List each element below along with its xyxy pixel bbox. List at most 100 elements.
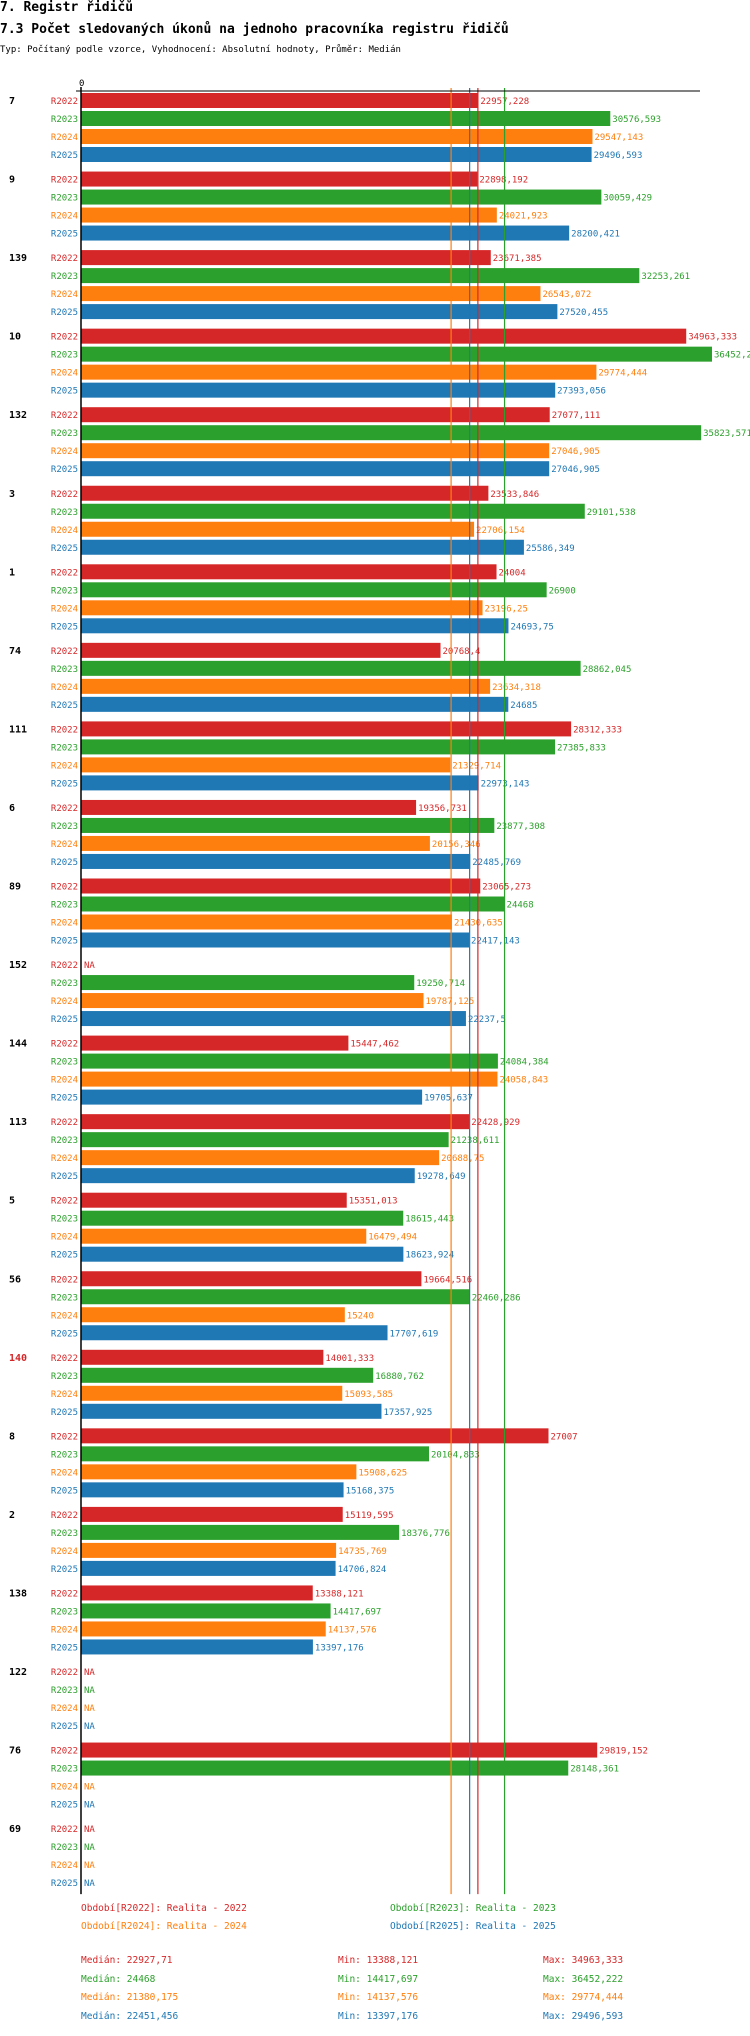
data-label: 23671,385 [493,254,542,264]
series-label: R2023 [51,1607,78,1617]
category-label: 113 [9,1117,27,1128]
data-label: 29496,593 [594,151,643,161]
category-label: 140 [9,1353,27,1364]
series-label: R2022 [51,490,78,500]
bar [81,1464,357,1480]
series-label: R2024 [51,604,78,614]
data-label: 14735,769 [338,1547,387,1557]
series-label: R2025 [51,1329,78,1339]
bar [81,582,547,598]
category-label: 9 [9,175,15,186]
legend-max: Max: 29496,593 [543,2010,624,2022]
series-label: R2024 [51,761,78,771]
series-label: R2024 [51,1547,78,1557]
data-label: 18376,776 [401,1529,450,1539]
series-label: R2025 [51,622,78,632]
bar [81,896,505,912]
legend-median: Medián: 22927,71 [81,1955,173,1966]
legend-median: Medián: 22451,456 [81,2010,179,2022]
data-label: 22428,929 [471,1118,520,1128]
data-label: 14137,576 [328,1625,377,1635]
series-label: R2024 [51,1861,78,1871]
data-label: 28200,421 [571,230,620,240]
category-label: 69 [9,1824,21,1835]
bar [81,1071,498,1087]
series-label: R2022 [51,1275,78,1285]
bar [81,600,483,616]
data-label: NA [84,1801,95,1811]
data-label: 22460,286 [472,1293,521,1303]
series-label: R2023 [51,1529,78,1539]
series-label: R2023 [51,1765,78,1775]
series-label: R2023 [51,1372,78,1382]
bar [81,618,509,634]
data-label: 15240 [347,1311,374,1321]
series-label: R2023 [51,1686,78,1696]
data-label: NA [84,1861,95,1871]
series-label: R2022 [51,1432,78,1442]
series-label: R2024 [51,1311,78,1321]
legend-period: Období[R2023]: Realita - 2023 [390,1903,556,1914]
category-label: 144 [9,1039,27,1050]
axis-zero-label: 0 [79,79,84,89]
bar [81,485,489,501]
series-label: R2024 [51,840,78,850]
series-label: R2022 [51,568,78,578]
data-label: 30576,593 [612,115,661,125]
category-label: 138 [9,1588,27,1599]
data-label: 19705,637 [424,1094,473,1104]
data-label: NA [84,961,95,971]
series-label: R2023 [51,1293,78,1303]
series-label: R2025 [51,544,78,554]
bar [81,914,452,930]
series-label: R2022 [51,1825,78,1835]
bar [81,1446,430,1462]
data-label: 14417,697 [333,1607,382,1617]
data-label: 27077,111 [552,411,601,421]
bar [81,1506,343,1522]
bar [81,286,541,302]
bar-chart: 07R202222957,228R202330576,593R202429547… [9,79,750,1895]
data-label: 27393,056 [557,387,606,397]
data-label: 24021,923 [499,212,548,222]
category-label: 89 [9,882,21,893]
bar [81,739,556,755]
bar [81,539,524,555]
data-label: 15119,595 [345,1511,394,1521]
data-label: 24084,384 [500,1058,549,1068]
category-label: 56 [9,1274,21,1285]
bar [81,207,497,223]
bar [81,1210,404,1226]
data-label: NA [84,1879,95,1889]
series-label: R2023 [51,272,78,282]
series-label: R2024 [51,683,78,693]
data-label: 28862,045 [583,665,632,675]
bar [81,817,495,833]
legend-max: Max: 34963,333 [543,1955,624,1966]
category-label: 152 [9,960,27,971]
bar [81,835,430,851]
bar [81,250,491,266]
bar [81,1089,423,1105]
series-label: R2025 [51,858,78,868]
bar [81,147,592,162]
bar [81,1542,337,1558]
bar [81,975,415,991]
series-label: R2023 [51,508,78,518]
data-label: 28148,361 [570,1765,619,1775]
data-label: 13388,121 [315,1589,364,1599]
series-label: R2022 [51,1589,78,1599]
series-label: R2025 [51,1722,78,1732]
series-label: R2022 [51,97,78,107]
series-label: R2025 [51,1801,78,1811]
series-label: R2024 [51,447,78,457]
series-label: R2024 [51,526,78,536]
series-label: R2025 [51,308,78,318]
data-label: 18623,924 [405,1251,454,1261]
chart-info: Typ: Počítaný podle vzorce, Vyhodnocení:… [0,45,401,55]
category-label: 2 [9,1510,15,1521]
series-label: R2024 [51,1704,78,1714]
bar [81,1168,415,1184]
series-label: R2022 [51,1668,78,1678]
data-label: 29819,152 [599,1747,648,1757]
